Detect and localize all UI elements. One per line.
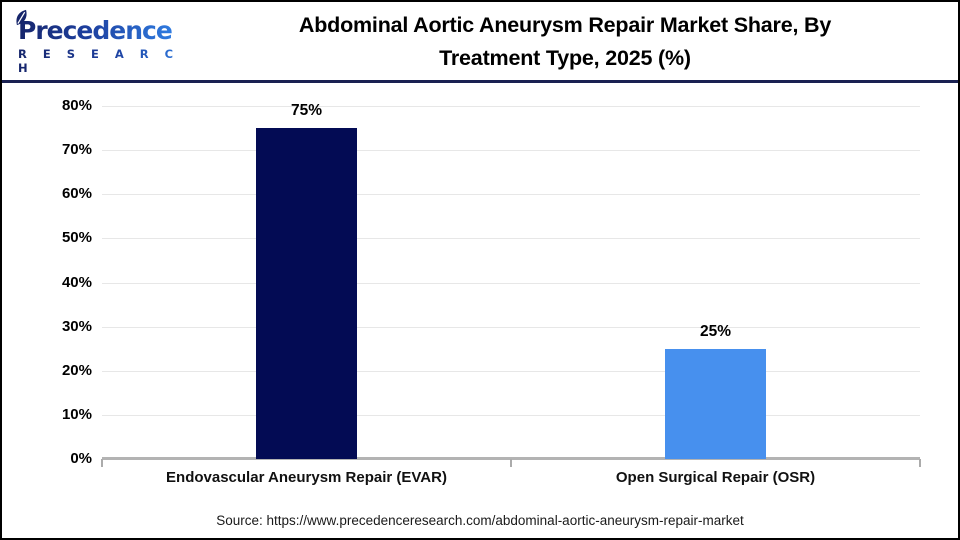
gridline <box>102 238 920 240</box>
y-axis-tick-label: 20% <box>61 361 92 379</box>
y-axis-tick-label: 80% <box>61 97 92 114</box>
chart-title-line-1: Abdominal Aortic Aneurysm Repair Market … <box>298 13 832 37</box>
y-axis-tick-label: 60% <box>61 185 92 203</box>
x-axis-category-label: Open Surgical Repair (OSR) <box>615 469 816 486</box>
gridline <box>102 282 920 284</box>
y-axis-tick-label: 50% <box>61 229 92 247</box>
gridline <box>102 194 920 196</box>
chart-title-line-2: Treatment Type, 2025 (%) <box>439 46 691 70</box>
gridline <box>102 106 920 107</box>
y-axis-tick-label: 40% <box>61 273 92 291</box>
x-axis-category-label: Endovascular Aneurysm Repair (EVAR) <box>166 469 447 486</box>
x-axis-baseline <box>102 457 920 460</box>
header: Precedence R E S E A R C H Abdominal Aor… <box>2 2 958 83</box>
x-axis-tick <box>510 459 512 467</box>
x-axis-tick <box>919 459 921 467</box>
gridline <box>102 370 920 372</box>
gridline <box>102 326 920 328</box>
bar-evar <box>256 128 357 459</box>
y-axis-tick-label: 10% <box>61 405 92 423</box>
bar-value-label: 25% <box>699 322 732 340</box>
y-axis-tick-label: 70% <box>61 141 92 159</box>
gridline <box>102 150 920 152</box>
precedence-research-logo: Precedence R E S E A R C H <box>16 9 188 75</box>
source-text: Source: https://www.precedenceresearch.c… <box>216 513 744 528</box>
y-axis-tick-label: 0% <box>70 450 92 467</box>
leaf-icon <box>16 9 27 26</box>
x-axis-tick <box>101 459 103 467</box>
logo-wordmark: Precedence <box>18 16 173 45</box>
logo-subtitle: R E S E A R C H <box>18 47 188 75</box>
gridline <box>102 414 920 416</box>
y-axis-tick-label: 30% <box>61 317 92 335</box>
bar-value-label: 75% <box>290 102 323 120</box>
bar-osr <box>665 348 766 459</box>
chart-title: Abdominal Aortic Aneurysm Repair Market … <box>178 9 952 75</box>
